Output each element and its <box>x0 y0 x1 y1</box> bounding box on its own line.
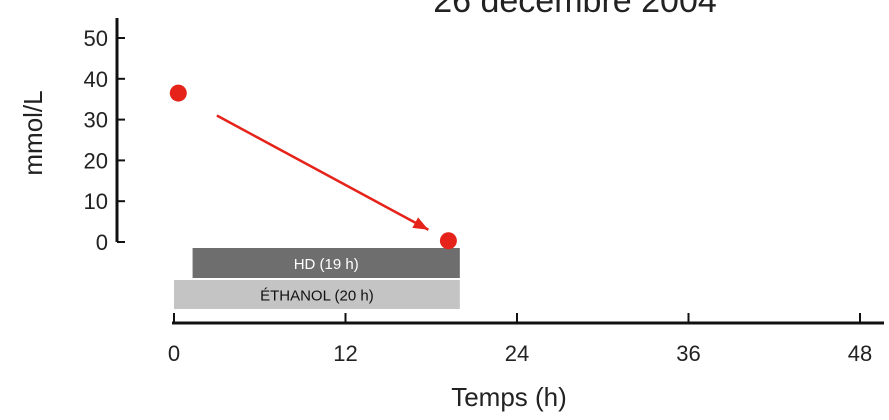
x-tick-label: 12 <box>333 341 357 366</box>
x-tick-label: 48 <box>848 341 872 366</box>
x-tick-label: 24 <box>505 341 529 366</box>
x-tick-label: 36 <box>676 341 700 366</box>
treatment-bar <box>174 280 460 309</box>
y-tick-label: 10 <box>84 189 108 214</box>
treatment-bar-label: ÉTHANOL (20 h) <box>260 288 374 305</box>
y-tick-label: 20 <box>84 148 108 173</box>
y-axis-title: mmol/L <box>18 90 48 175</box>
y-tick-label: 40 <box>84 67 108 92</box>
data-point <box>439 232 457 250</box>
y-tick-label: 50 <box>84 26 108 51</box>
treatment-bars: HD (19 h) ÉTHANOL (20 h) <box>174 248 460 309</box>
x-ticks: 0 12 24 36 48 <box>168 313 872 366</box>
annotations <box>216 114 429 231</box>
chart-title: 26 décembre 2004 <box>433 0 717 20</box>
data-points <box>169 84 457 250</box>
y-tick-label: 30 <box>84 108 108 133</box>
arrow-line <box>216 114 429 231</box>
arrow-head <box>412 217 429 230</box>
x-axis-title: Temps (h) <box>451 382 567 412</box>
y-ticks: 0 10 20 30 40 50 <box>84 26 125 255</box>
treatment-bar <box>192 248 460 278</box>
y-tick-label: 0 <box>96 230 108 255</box>
treatment-bar-label: HD (19 h) <box>294 256 359 273</box>
x-tick-label: 0 <box>168 341 180 366</box>
data-point <box>169 84 187 102</box>
